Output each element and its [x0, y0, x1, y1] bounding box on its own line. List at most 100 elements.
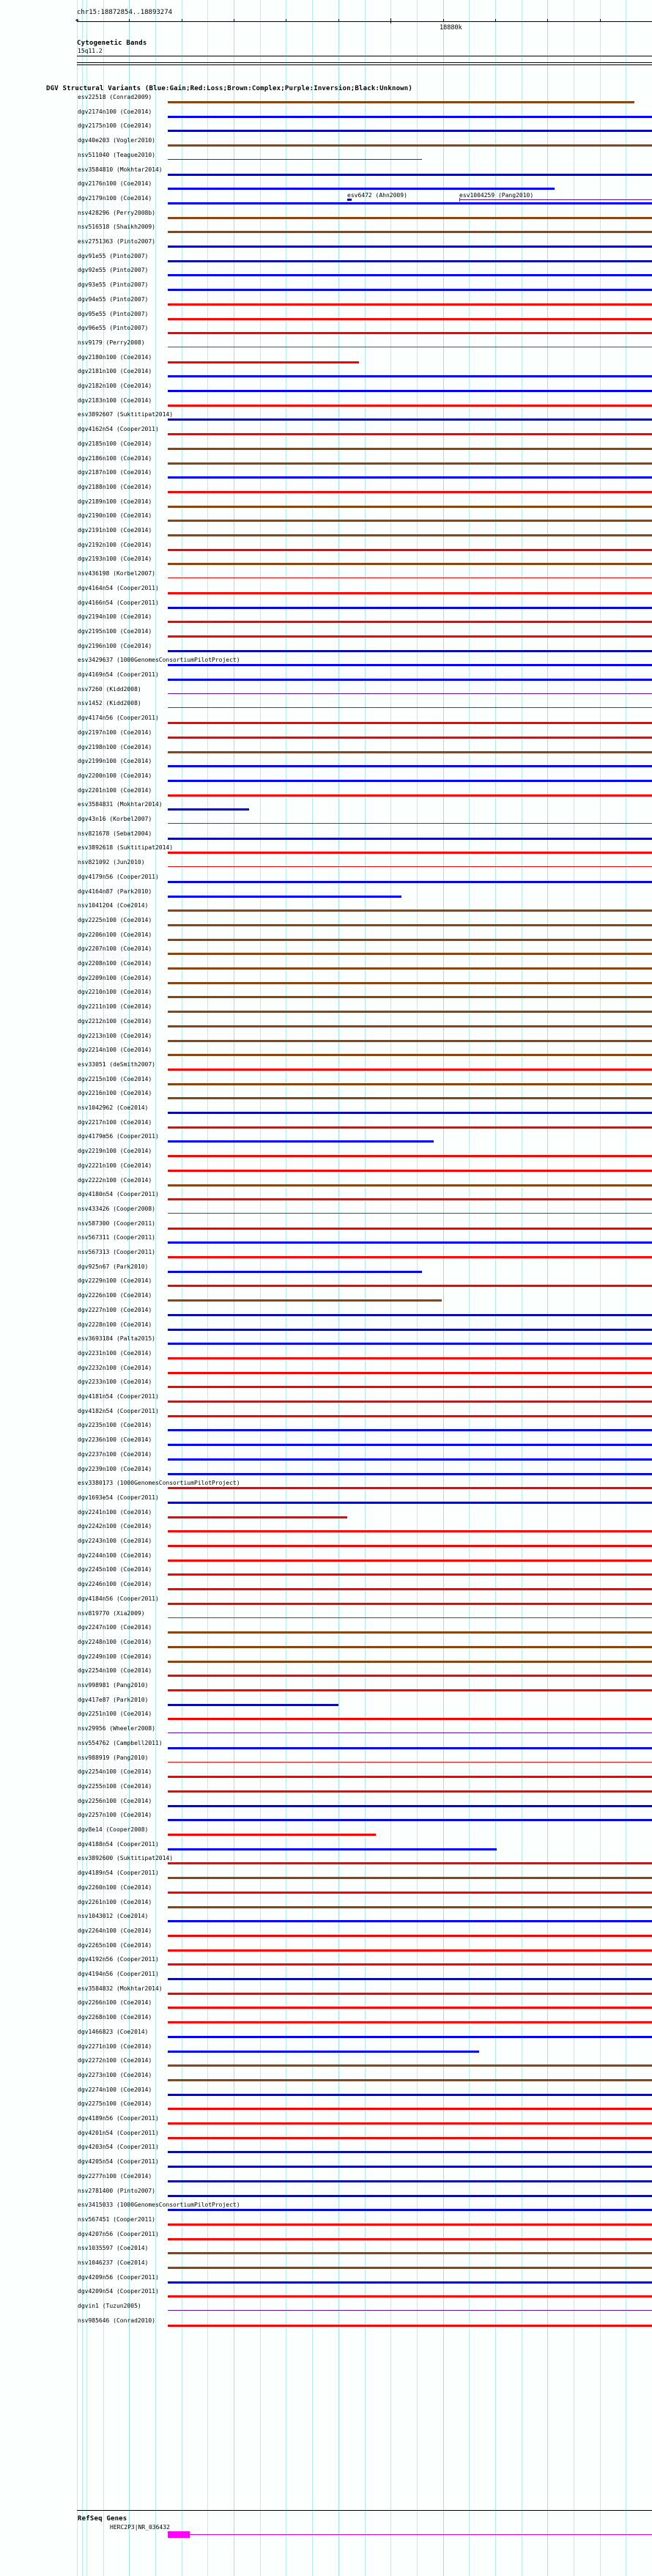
variant-bar[interactable]: [168, 563, 652, 565]
track-label[interactable]: dgv2241n100 (Coe2014): [78, 1509, 152, 1516]
variant-bar[interactable]: [168, 794, 652, 797]
track-label[interactable]: nsv567451 (Cooper2011): [78, 2216, 155, 2223]
track-label[interactable]: esv3584832 (Mokhtar2014): [78, 1985, 163, 1992]
track-label[interactable]: dgv2182n100 (Coe2014): [78, 383, 152, 389]
variant-bar[interactable]: [168, 1603, 652, 1605]
track-label[interactable]: dgv2210n100 (Coe2014): [78, 989, 152, 995]
track-label[interactable]: dgv2251n100 (Coe2014): [78, 1710, 152, 1717]
track-label[interactable]: nsv1046237 (Coe2014): [78, 2259, 149, 2266]
track-label[interactable]: dgv2194n100 (Coe2014): [78, 613, 152, 620]
variant-bar[interactable]: [168, 418, 652, 421]
track-label[interactable]: dgv4164n54 (Cooper2011): [78, 585, 159, 591]
variant-bar[interactable]: [168, 1819, 652, 1821]
cytoband-label[interactable]: 15q11.2: [78, 48, 103, 54]
variant-bar[interactable]: [168, 549, 652, 551]
variant-bar[interactable]: [168, 996, 652, 998]
variant-bar[interactable]: [168, 1646, 652, 1648]
variant-bar[interactable]: [168, 2295, 652, 2298]
track-label[interactable]: dgv2277n100 (Coe2014): [78, 2173, 152, 2180]
track-label[interactable]: dgv4209n56 (Cooper2011): [78, 2274, 159, 2281]
variant-bar[interactable]: [168, 2122, 652, 2125]
variant-bar[interactable]: [168, 1011, 652, 1013]
variant-bar[interactable]: [168, 1848, 497, 1850]
variant-bar[interactable]: [168, 866, 652, 867]
track-label[interactable]: dgv2222n100 (Coe2014): [78, 1177, 152, 1184]
track-label[interactable]: esv3693184 (Palta2015): [78, 1335, 155, 1342]
variant-bar[interactable]: [168, 1747, 652, 1749]
track-label[interactable]: dgv92e55 (Pinto2007): [78, 267, 149, 273]
variant-bar[interactable]: [168, 1097, 652, 1099]
track-label[interactable]: nsv1043012 (Coe2014): [78, 1913, 149, 1919]
variant-bar[interactable]: [168, 332, 652, 334]
variant-bar[interactable]: [168, 592, 652, 594]
variant-bar[interactable]: [168, 1299, 442, 1302]
variant-bar[interactable]: [168, 1372, 652, 1374]
inline-annotation-label[interactable]: esv6472 (Ahn2009): [347, 192, 407, 199]
variant-bar[interactable]: [168, 159, 422, 160]
track-label[interactable]: dgv93e55 (Pinto2007): [78, 281, 149, 288]
variant-bar[interactable]: [168, 318, 652, 320]
track-label[interactable]: nsv988919 (Pang2010): [78, 1754, 149, 1761]
track-label[interactable]: dgv4181n54 (Cooper2011): [78, 1393, 159, 1400]
variant-bar[interactable]: [168, 2223, 652, 2226]
track-label[interactable]: dgv2219n100 (Coe2014): [78, 1148, 152, 1154]
track-label[interactable]: nsv587300 (Cooper2011): [78, 1220, 155, 1227]
variant-bar[interactable]: [168, 2281, 652, 2284]
variant-bar[interactable]: [168, 130, 652, 132]
variant-bar[interactable]: [168, 116, 652, 118]
variant-bar[interactable]: [168, 621, 652, 623]
variant-bar[interactable]: [168, 2094, 652, 2096]
variant-bar[interactable]: [168, 361, 359, 363]
track-label[interactable]: dgv2181n100 (Coe2014): [78, 368, 152, 374]
variant-bar[interactable]: [168, 1386, 652, 1388]
variant-bar[interactable]: [168, 1126, 652, 1129]
inline-annotation-line[interactable]: [459, 199, 652, 200]
track-label[interactable]: dgv4194n56 (Cooper2011): [78, 1971, 159, 1977]
track-label[interactable]: dgv94e55 (Pinto2007): [78, 296, 149, 303]
variant-bar[interactable]: [168, 1040, 652, 1042]
variant-bar[interactable]: [168, 1487, 652, 1489]
variant-bar[interactable]: [168, 1025, 652, 1027]
variant-bar[interactable]: [168, 2252, 652, 2254]
track-label[interactable]: esv33051 (deSmith2007): [78, 1061, 155, 1068]
variant-bar[interactable]: [168, 246, 652, 248]
track-label[interactable]: dgv2271n100 (Coe2014): [78, 2043, 152, 2050]
variant-bar[interactable]: [168, 1920, 652, 1922]
track-label[interactable]: dgv2272n100 (Coe2014): [78, 2057, 152, 2064]
track-label[interactable]: dgv2245n100 (Coe2014): [78, 1566, 152, 1573]
variant-bar[interactable]: [168, 751, 652, 753]
variant-bar[interactable]: [168, 1271, 422, 1273]
track-label[interactable]: dgv2227n100 (Coe2014): [78, 1307, 152, 1313]
variant-bar[interactable]: [168, 1458, 652, 1461]
variant-bar[interactable]: [168, 274, 652, 276]
variant-bar[interactable]: [168, 390, 652, 392]
variant-bar[interactable]: [168, 737, 652, 739]
track-label[interactable]: nsv9179 (Perry2008): [78, 339, 145, 346]
inline-annotation-label[interactable]: esv1004259 (Pang2010): [459, 192, 534, 199]
track-label[interactable]: dgv43n16 (Korbel2007): [78, 816, 152, 822]
variant-bar[interactable]: [168, 577, 652, 578]
track-label[interactable]: dgv2226n100 (Coe2014): [78, 1292, 152, 1299]
track-label[interactable]: nsv29956 (Wheeler2008): [78, 1725, 155, 1732]
variant-bar[interactable]: [168, 260, 652, 262]
track-label[interactable]: dgv2273n100 (Coe2014): [78, 2072, 152, 2078]
variant-bar[interactable]: [168, 1732, 652, 1733]
track-label[interactable]: dgv2201n100 (Coe2014): [78, 787, 152, 794]
variant-bar[interactable]: [168, 491, 652, 493]
variant-bar[interactable]: [168, 2079, 652, 2081]
variant-bar[interactable]: [168, 1877, 652, 1879]
variant-bar[interactable]: [168, 2166, 652, 2168]
variant-bar[interactable]: [168, 1357, 652, 1359]
variant-bar[interactable]: [168, 289, 652, 291]
variant-bar[interactable]: [168, 896, 401, 898]
coordinate-ruler[interactable]: [77, 21, 652, 22]
variant-bar[interactable]: [168, 144, 652, 147]
track-label[interactable]: esv3892600 (Suktitipat2014): [78, 1855, 174, 1861]
track-label[interactable]: nsv567311 (Cooper2011): [78, 1234, 155, 1241]
track-label[interactable]: dgv2256n100 (Coe2014): [78, 1798, 152, 1804]
track-label[interactable]: nsv554762 (Campbell2011): [78, 1740, 163, 1746]
variant-bar[interactable]: [168, 1198, 652, 1200]
variant-bar[interactable]: [168, 2238, 652, 2240]
variant-bar[interactable]: [168, 202, 652, 204]
variant-bar[interactable]: [168, 1112, 652, 1114]
